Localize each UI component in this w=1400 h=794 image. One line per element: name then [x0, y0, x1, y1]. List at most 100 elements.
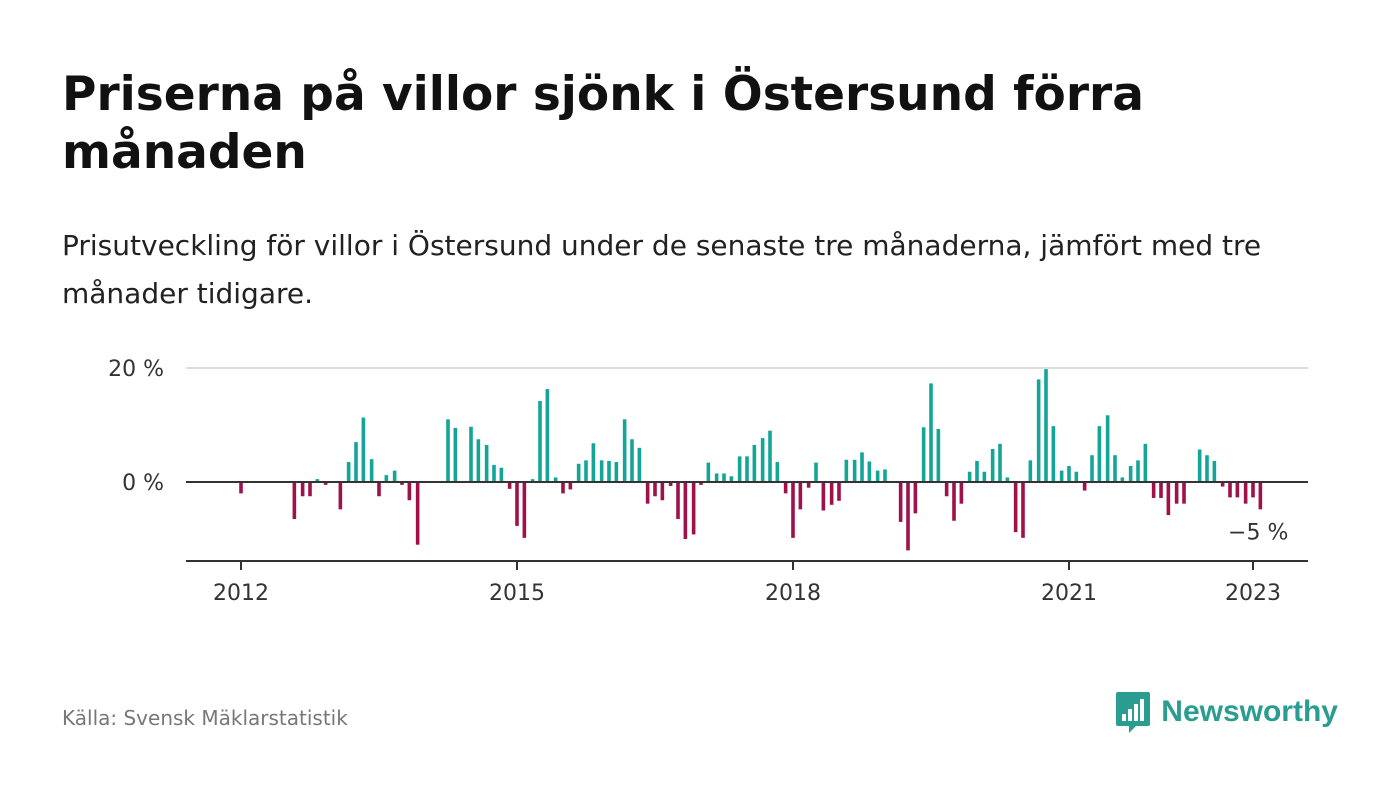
bar	[346, 462, 351, 482]
bar	[998, 443, 1002, 482]
bar	[1159, 482, 1163, 498]
source-note: Källa: Svensk Mäklarstatistik	[62, 706, 348, 730]
bar	[699, 482, 703, 485]
bar	[860, 452, 864, 482]
bar	[829, 482, 834, 505]
bar	[377, 482, 381, 497]
bar	[300, 482, 305, 497]
bar	[768, 430, 772, 482]
bar	[975, 460, 979, 482]
bar	[760, 438, 765, 482]
bar	[737, 456, 742, 482]
bar	[683, 482, 688, 539]
bar	[1051, 426, 1056, 482]
brand-name: Newsworthy	[1161, 695, 1338, 728]
bar	[584, 460, 588, 482]
bar	[944, 482, 949, 497]
bar	[407, 482, 412, 501]
bar	[821, 482, 826, 511]
bar	[515, 482, 519, 526]
bar	[745, 456, 749, 482]
bar	[729, 476, 734, 482]
bar	[1182, 482, 1186, 504]
bar	[1212, 460, 1217, 482]
bar	[545, 389, 550, 482]
bar	[599, 460, 604, 482]
bar	[1228, 482, 1232, 498]
bar	[1013, 482, 1018, 533]
bar	[883, 469, 887, 482]
bar	[308, 482, 312, 497]
bar-chart-speech-bubble-icon	[1116, 692, 1151, 733]
bar	[576, 463, 581, 482]
bar	[676, 482, 680, 520]
bar	[936, 428, 941, 482]
bar	[369, 459, 374, 482]
bar	[415, 482, 420, 545]
bar	[637, 447, 642, 482]
bar	[607, 460, 611, 482]
bar	[315, 479, 320, 482]
bar	[1143, 443, 1148, 482]
bar	[775, 462, 780, 482]
bar	[614, 462, 619, 482]
bar	[814, 462, 818, 482]
bar	[660, 482, 665, 501]
bar	[354, 442, 358, 482]
bar	[1090, 455, 1094, 482]
bar	[1235, 482, 1240, 498]
bar	[867, 461, 872, 482]
brand-logo[interactable]: Newsworthy	[1115, 690, 1338, 734]
bar	[1059, 470, 1064, 482]
bar	[990, 448, 995, 482]
bar	[837, 482, 841, 501]
bar	[952, 482, 956, 521]
bar	[691, 482, 696, 535]
bar	[568, 482, 573, 490]
bar	[982, 471, 987, 482]
bar	[752, 444, 757, 482]
bar	[1220, 482, 1225, 487]
bar	[921, 427, 926, 482]
bar	[1036, 379, 1041, 482]
labels: 20 % 0 % 2012 2015 2018 2021 2023 −5 %	[108, 357, 1288, 606]
bar	[622, 419, 627, 482]
bar	[538, 401, 542, 482]
bar	[499, 467, 504, 482]
bar	[239, 482, 243, 494]
bar	[469, 426, 473, 482]
bar	[1128, 466, 1133, 482]
bar	[806, 482, 811, 488]
bar	[1113, 455, 1117, 482]
bar	[1174, 482, 1179, 504]
bar	[1105, 415, 1110, 482]
bar	[1166, 482, 1171, 516]
bar-chart: 20 % 0 % 2012 2015 2018 2021 2023 −5 %	[108, 357, 1308, 606]
bar	[645, 482, 650, 504]
bar	[530, 479, 535, 482]
bar	[453, 427, 458, 482]
bar	[967, 471, 972, 482]
y-tick-label: 0 %	[122, 471, 164, 496]
bar	[706, 462, 711, 482]
chart-title: Priserna på villor sjönk i Östersund för…	[62, 67, 1144, 180]
bar	[1205, 455, 1209, 482]
bar	[1028, 460, 1033, 482]
bar	[959, 482, 964, 504]
bar	[630, 439, 634, 482]
bar	[522, 482, 527, 538]
bar	[791, 482, 795, 538]
bar	[668, 482, 673, 486]
bar	[1044, 369, 1048, 482]
bar	[446, 419, 450, 482]
bar	[1005, 477, 1010, 482]
bar	[875, 470, 880, 482]
bar	[1151, 482, 1156, 498]
x-tick-label: 2015	[489, 581, 545, 606]
x-tick-label: 2021	[1041, 581, 1097, 606]
bar	[553, 477, 558, 482]
bar	[323, 482, 328, 485]
bar	[906, 482, 910, 551]
bar	[384, 475, 389, 482]
bar	[722, 473, 726, 482]
